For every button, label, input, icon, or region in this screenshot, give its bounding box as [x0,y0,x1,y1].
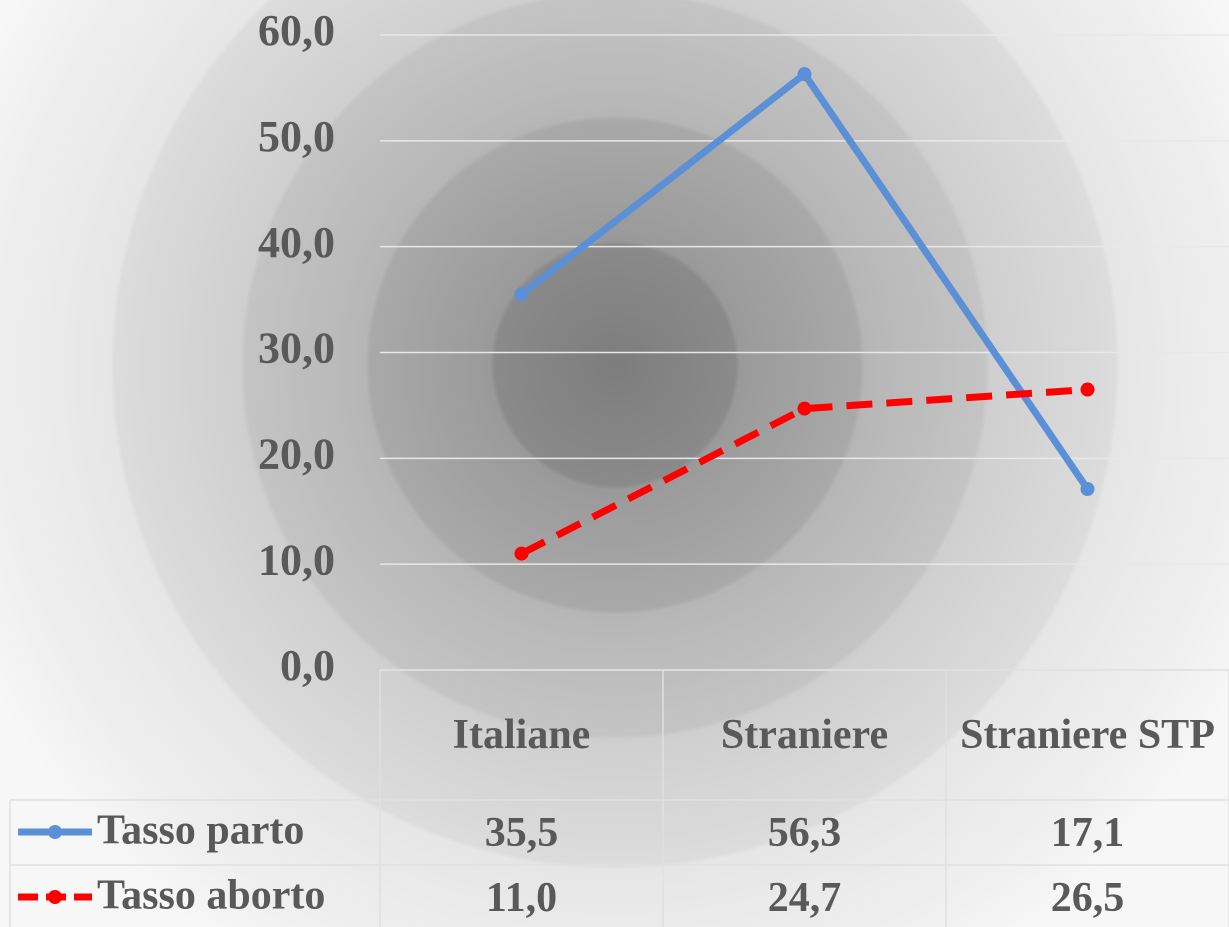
legend-marker [48,890,62,904]
y-tick-label: 0,0 [280,641,335,690]
y-tick-label: 60,0 [258,6,335,55]
y-tick-label: 10,0 [258,535,335,584]
table-value: 24,7 [767,874,842,921]
series-line [519,386,1088,557]
y-tick-label: 20,0 [258,429,335,478]
legend-marker [48,825,62,839]
table-value: 26,5 [1050,874,1125,921]
point [1080,382,1095,397]
table-value: 35,5 [484,809,559,856]
table-value: 11,0 [485,874,558,921]
point [797,401,812,416]
point [797,67,812,82]
y-tick-label: 40,0 [258,218,335,267]
legend-label: Tasso aborto [97,873,325,919]
point [1080,482,1095,497]
series-line [519,69,1091,491]
point [514,546,529,561]
x-tick-label: Italiane [452,712,591,758]
x-tick-label: Straniere STP [960,712,1215,758]
x-tick-label: Straniere [720,712,889,758]
legend-label: Tasso parto [97,808,304,854]
y-tick-label: 30,0 [258,324,335,373]
y-tick-label: 50,0 [258,112,335,161]
point [514,287,529,302]
table-value: 17,1 [1050,809,1125,856]
table-value: 56,3 [767,809,842,856]
